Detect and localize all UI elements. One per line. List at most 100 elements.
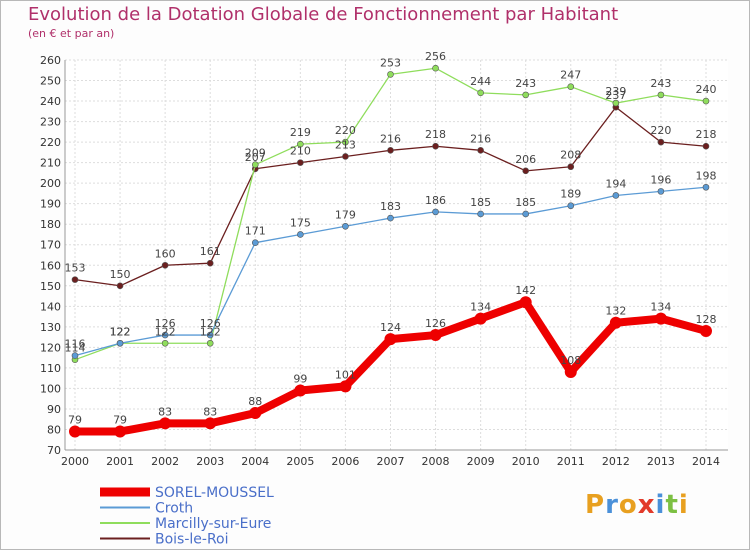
data-label: 175 <box>290 216 311 229</box>
data-label: 198 <box>695 169 716 182</box>
data-label: 83 <box>158 405 172 418</box>
y-tick-label: 170 <box>40 239 61 252</box>
data-point <box>477 147 484 154</box>
data-label: 153 <box>65 262 86 275</box>
data-label: 128 <box>695 313 716 326</box>
y-tick-label: 100 <box>40 382 61 395</box>
data-point <box>522 210 530 218</box>
legend-label: Marcilly-sur-Eure <box>155 516 271 532</box>
y-tick-label: 80 <box>47 423 61 436</box>
data-point <box>429 329 442 342</box>
data-point <box>477 89 484 97</box>
data-point <box>297 140 304 148</box>
data-label: 150 <box>110 268 131 281</box>
data-label: 243 <box>515 77 536 90</box>
data-label: 99 <box>293 372 307 385</box>
data-point <box>297 159 304 166</box>
data-point <box>612 192 620 199</box>
data-label: 256 <box>425 50 446 63</box>
data-point <box>116 282 124 290</box>
y-tick-label: 90 <box>47 403 61 416</box>
y-tick-label: 210 <box>40 157 61 170</box>
legend-label: Bois-le-Roi <box>155 532 229 548</box>
x-tick-label: 2004 <box>241 455 269 468</box>
proxiti-logo: Proxiti <box>585 490 689 520</box>
data-point <box>432 64 439 72</box>
y-tick-label: 180 <box>40 218 61 231</box>
data-label: 185 <box>470 196 491 209</box>
data-label: 243 <box>650 77 671 90</box>
data-label: 244 <box>470 75 491 88</box>
y-tick-label: 110 <box>40 362 61 375</box>
y-tick-label: 150 <box>40 280 61 293</box>
x-tick-label: 2000 <box>61 455 89 468</box>
y-tick-label: 250 <box>40 75 61 88</box>
data-label: 206 <box>515 153 536 166</box>
data-label: 240 <box>695 83 716 96</box>
data-point <box>251 161 259 168</box>
data-point <box>161 339 169 347</box>
data-label: 209 <box>245 147 266 160</box>
data-label: 101 <box>335 368 356 381</box>
data-point <box>564 366 577 378</box>
data-point <box>159 417 172 430</box>
data-point <box>161 331 169 339</box>
y-tick-label: 130 <box>40 321 61 334</box>
data-point <box>251 239 259 246</box>
data-label: 185 <box>515 196 536 209</box>
data-label: 186 <box>425 194 446 207</box>
data-label: 216 <box>380 132 401 145</box>
data-label: 183 <box>380 200 401 213</box>
data-point <box>477 210 484 218</box>
data-point <box>206 339 214 347</box>
x-tick-label: 2012 <box>602 455 630 468</box>
data-label: 207 <box>245 151 266 164</box>
data-point <box>116 339 124 347</box>
data-label: 218 <box>425 128 446 141</box>
data-point <box>342 153 349 160</box>
data-label: 122 <box>155 325 176 338</box>
data-point <box>294 384 307 397</box>
data-point <box>567 202 575 210</box>
y-tick-label: 70 <box>47 444 61 457</box>
data-label: 88 <box>248 395 262 408</box>
data-label: 189 <box>560 188 581 201</box>
x-tick-label: 2013 <box>647 455 675 468</box>
x-tick-label: 2014 <box>692 455 720 468</box>
data-label: 219 <box>290 126 311 139</box>
data-point <box>384 333 397 346</box>
data-label: 79 <box>68 414 82 427</box>
data-point <box>567 83 575 90</box>
data-point <box>161 261 169 269</box>
data-point <box>612 99 620 107</box>
data-label: 83 <box>203 405 217 418</box>
y-tick-label: 230 <box>40 116 61 129</box>
data-point <box>71 276 79 283</box>
plot-area <box>65 60 728 450</box>
data-point <box>519 296 532 309</box>
data-label: 124 <box>380 321 401 334</box>
chart-title: Evolution de la Dotation Globale de Fonc… <box>28 4 619 25</box>
data-label: 79 <box>113 414 127 427</box>
data-label: 218 <box>695 128 716 141</box>
y-tick-label: 260 <box>40 54 61 67</box>
legend-label: SOREL-MOUSSEL <box>155 485 274 501</box>
x-tick-label: 2011 <box>557 455 585 468</box>
x-tick-label: 2009 <box>467 455 495 468</box>
data-label: 126 <box>200 317 221 330</box>
data-label: 210 <box>290 145 311 158</box>
data-label: 220 <box>335 124 356 137</box>
data-point <box>702 142 710 150</box>
data-point <box>702 183 710 191</box>
data-label: 194 <box>605 177 626 190</box>
y-tick-label: 120 <box>40 341 61 354</box>
y-tick-label: 140 <box>40 300 61 313</box>
data-label: 161 <box>200 245 221 258</box>
data-point <box>342 222 349 230</box>
y-tick-label: 200 <box>40 177 61 190</box>
x-tick-label: 2005 <box>286 455 314 468</box>
data-label: 160 <box>155 247 176 260</box>
x-tick-label: 2008 <box>422 455 450 468</box>
data-point <box>609 316 622 329</box>
